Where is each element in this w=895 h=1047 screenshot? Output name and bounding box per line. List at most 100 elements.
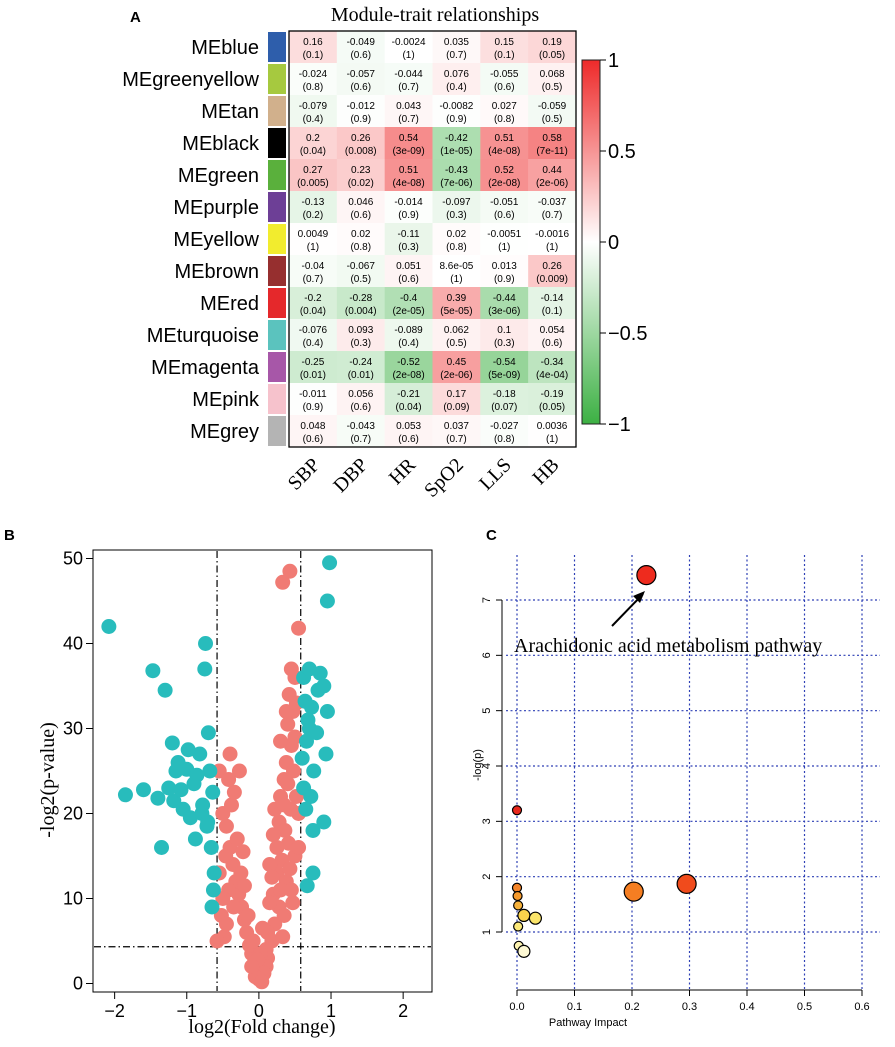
cell-pvalue-MEtan-HB: (0.5)	[542, 114, 563, 125]
cell-MEgreenyellow-DBP	[336, 63, 385, 96]
x-tick-label: 0.2	[624, 1001, 639, 1013]
cell-value-MEblue-SBP: 0.16	[303, 37, 323, 48]
cell-pvalue-MEpurple-DBP: (0.6)	[350, 210, 371, 221]
pathway-point	[528, 911, 543, 925]
cell-pvalue-MEgreen-HB: (2e-06)	[536, 178, 568, 189]
cell-value-MEblack-SBP: 0.2	[306, 133, 320, 144]
y-tick-label: 3	[481, 818, 493, 824]
cell-MEgreenyellow-SpO2	[432, 63, 481, 96]
volcano-x-ticks: −2 −1 0 1 2	[104, 992, 408, 1021]
x-tick-label: 0	[254, 1001, 264, 1021]
cell-MEtan-HB	[528, 95, 577, 128]
x-tick-label: 0.0	[509, 1001, 524, 1013]
cell-value-MEbrown-HB: 0.26	[542, 261, 562, 272]
cell-MEbrown-HR	[384, 255, 433, 288]
cell-MEblue-SBP	[289, 31, 338, 64]
pathway-points	[511, 564, 697, 958]
cell-value-MEred-HR: -0.4	[400, 293, 418, 304]
cell-MEgreen-SBP	[289, 159, 338, 192]
point-not-significant	[264, 869, 280, 885]
cell-value-MEred-SBP: -0.2	[304, 293, 322, 304]
cell-value-MEyellow-HR: -0.11	[398, 229, 420, 240]
swatch-MEgreen	[268, 160, 286, 190]
point-not-significant	[265, 827, 281, 843]
x-tick-label: 0.3	[682, 1001, 697, 1013]
point-significant	[150, 790, 166, 806]
cell-MEgreenyellow-SBP	[289, 63, 338, 96]
cell-pvalue-MEmagenta-HB: (4e-04)	[536, 370, 568, 381]
y-tick-label: 30	[63, 719, 83, 739]
point-significant	[319, 593, 335, 609]
cell-MEred-SBP	[289, 287, 338, 320]
point-significant	[205, 784, 221, 800]
cell-value-MEgreen-SBP: 0.27	[303, 165, 323, 176]
cell-pvalue-MEred-DBP: (0.004)	[345, 306, 377, 317]
cell-pvalue-MEmagenta-SpO2: (2e-06)	[440, 370, 472, 381]
cell-MEbrown-SpO2	[432, 255, 481, 288]
cell-value-MEgreen-DBP: 0.23	[351, 165, 371, 176]
cell-value-MEyellow-HB: -0.0016	[535, 229, 569, 240]
point-significant	[135, 782, 151, 798]
cell-MEyellow-LLS	[480, 223, 529, 256]
cell-MEblack-LLS	[480, 127, 529, 160]
point-not-significant	[278, 704, 294, 719]
cell-value-MEtan-LLS: 0.027	[492, 101, 517, 112]
panel-letter-b: B	[4, 527, 15, 544]
cell-pvalue-MEblue-HR: (1)	[402, 50, 414, 61]
cell-pvalue-MEgreenyellow-LLS: (0.6)	[494, 82, 515, 93]
point-significant	[168, 763, 184, 779]
pathway-point	[676, 873, 697, 894]
cell-value-MEbrown-SBP: -0.04	[302, 261, 325, 272]
y-tick-label: 40	[63, 634, 83, 654]
column-label-HR: HR	[385, 454, 421, 490]
point-significant	[318, 746, 334, 762]
swatch-MEgrey	[268, 416, 286, 446]
cell-MEbrown-HB	[528, 255, 577, 288]
cell-MEyellow-DBP	[336, 223, 385, 256]
cell-pvalue-MEturquoise-DBP: (0.3)	[350, 338, 371, 349]
cell-MEbrown-DBP	[336, 255, 385, 288]
x-tick-label: 0.1	[567, 1001, 582, 1013]
row-label-MEblue: MEblue	[191, 37, 259, 59]
cell-pvalue-MEgreen-SpO2: (7e-06)	[440, 178, 472, 189]
point-not-significant	[245, 933, 261, 949]
cell-MEpink-LLS	[480, 383, 529, 416]
pathway-grid	[506, 555, 880, 990]
colorbar-ticks: 1 0.5 0 −0.5 −1	[600, 50, 647, 436]
pathway-point	[517, 908, 531, 923]
cell-pvalue-MEtan-DBP: (0.9)	[350, 114, 371, 125]
point-not-significant	[222, 746, 238, 762]
point-not-significant	[240, 908, 256, 923]
cell-pvalue-MEgreen-LLS: (2e-08)	[488, 178, 520, 189]
cell-MEpurple-SpO2	[432, 191, 481, 224]
cell-pvalue-MEred-SBP: (0.04)	[300, 306, 326, 317]
point-significant	[200, 814, 216, 830]
cell-MEblue-LLS	[480, 31, 529, 64]
cell-MEturquoise-SBP	[289, 319, 338, 352]
cell-value-MEmagenta-SBP: -0.25	[302, 357, 325, 368]
point-not-significant	[229, 831, 245, 847]
row-label-MEyellow: MEyellow	[173, 229, 259, 251]
cell-value-MEgrey-SpO2: 0.037	[444, 421, 469, 432]
point-not-significant	[276, 797, 292, 813]
cell-MEblue-SpO2	[432, 31, 481, 64]
point-not-significant	[254, 974, 270, 990]
point-not-significant	[285, 895, 301, 911]
point-significant	[305, 823, 321, 838]
row-label-MEblack: MEblack	[182, 133, 260, 155]
cell-MEmagenta-SBP	[289, 351, 338, 384]
point-not-significant	[269, 840, 285, 855]
volcano-plot-frame	[92, 549, 433, 993]
y-tick-label: 6	[481, 652, 493, 658]
cell-value-MEpink-HB: -0.19	[541, 389, 564, 400]
point-significant	[204, 899, 220, 915]
cell-value-MEtan-HB: -0.059	[538, 101, 567, 112]
cell-value-MEgreen-SpO2: -0.43	[445, 165, 468, 176]
pathway-point	[512, 890, 523, 902]
point-not-significant	[231, 763, 247, 779]
row-label-MEgreenyellow: MEgreenyellow	[122, 69, 259, 91]
cell-pvalue-MEred-HR: (2e-05)	[392, 306, 424, 317]
point-significant	[322, 555, 338, 571]
pathway-point	[511, 805, 523, 816]
